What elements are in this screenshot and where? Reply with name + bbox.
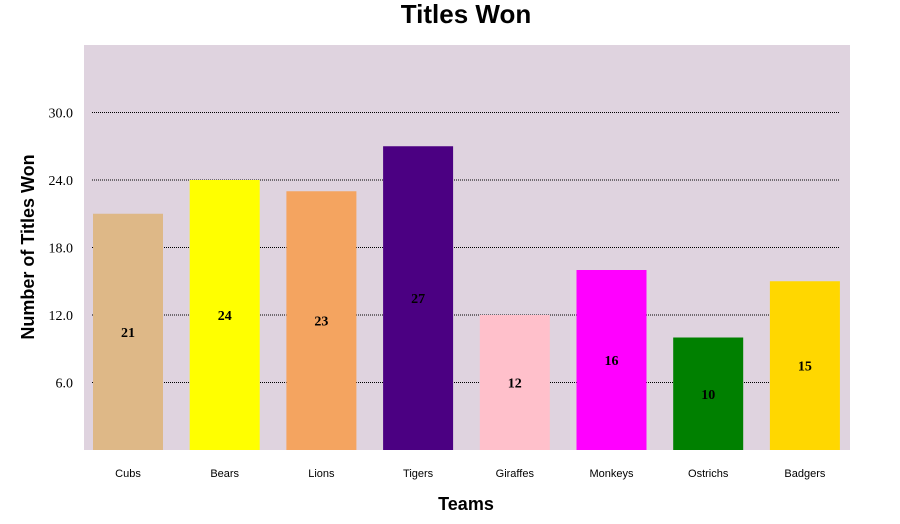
x-tick-label: Giraffes (496, 468, 535, 480)
data-label: 12 (508, 377, 522, 392)
data-label: 15 (798, 360, 812, 375)
x-tick-label: Monkeys (589, 468, 634, 480)
y-axis-ticks: 6.0 12.0 18.0 24.0 30.0 (49, 107, 74, 392)
bar-tigers (383, 146, 454, 450)
data-label: 21 (121, 326, 135, 341)
data-label: 24 (218, 309, 232, 324)
x-tick-label: Lions (308, 468, 335, 480)
x-tick-label: Ostrichs (688, 468, 729, 480)
data-labels: 21 24 23 27 12 16 10 15 (121, 292, 812, 403)
y-tick-label: 18.0 (49, 242, 74, 257)
x-axis-ticks: Cubs Bears Lions Tigers Giraffes Monkeys Ostri… (115, 468, 826, 480)
data-label: 23 (314, 315, 328, 330)
y-tick-label: 24.0 (49, 174, 74, 189)
x-axis-title: Teams (438, 494, 494, 514)
x-tick-label: Badgers (784, 468, 825, 480)
y-tick-label: 30.0 (49, 107, 74, 122)
bar-ostrichs (673, 337, 744, 450)
bar-cubs (93, 213, 163, 450)
chart-title: Titles Won (401, 0, 532, 29)
x-tick-label: Tigers (403, 468, 434, 480)
data-label: 16 (605, 354, 619, 369)
bar-monkeys (576, 270, 647, 450)
bar-giraffes (479, 315, 550, 450)
x-tick-label: Cubs (115, 468, 141, 480)
bar-bears (189, 180, 260, 450)
data-label: 27 (411, 292, 425, 307)
bars (93, 146, 840, 450)
y-tick-label: 12.0 (49, 309, 74, 324)
data-label: 10 (701, 388, 715, 403)
bar-lions (286, 191, 357, 450)
y-tick-label: 6.0 (56, 377, 74, 392)
x-tick-label: Bears (210, 468, 239, 480)
y-axis-title: Number of Titles Won (18, 154, 38, 339)
bar-badgers (769, 281, 840, 450)
